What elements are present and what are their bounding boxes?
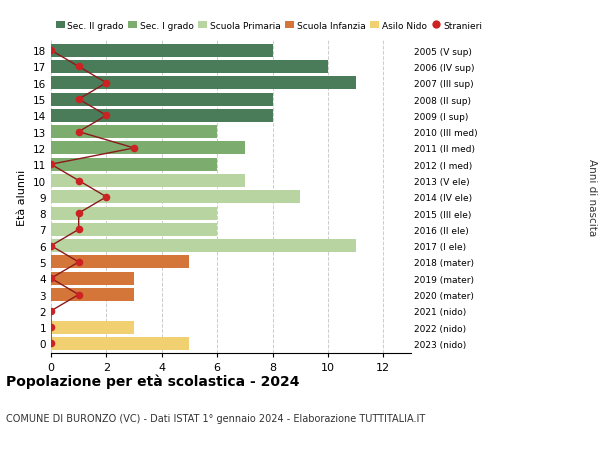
Bar xyxy=(51,272,134,285)
Legend: Sec. II grado, Sec. I grado, Scuola Primaria, Scuola Infanzia, Asilo Nido, Stran: Sec. II grado, Sec. I grado, Scuola Prim… xyxy=(56,22,482,31)
Bar xyxy=(51,158,217,171)
Bar xyxy=(51,142,245,155)
Point xyxy=(46,242,56,250)
Point xyxy=(46,47,56,55)
Point xyxy=(74,129,83,136)
Bar xyxy=(51,61,328,74)
Y-axis label: Età alunni: Età alunni xyxy=(17,169,28,225)
Point xyxy=(74,210,83,217)
Bar xyxy=(51,256,190,269)
Point xyxy=(74,96,83,103)
Bar xyxy=(51,224,217,236)
Bar xyxy=(51,45,272,57)
Bar xyxy=(51,93,272,106)
Point xyxy=(74,291,83,298)
Bar xyxy=(51,337,190,350)
Text: Popolazione per età scolastica - 2024: Popolazione per età scolastica - 2024 xyxy=(6,374,299,389)
Point xyxy=(46,275,56,282)
Bar xyxy=(51,207,217,220)
Bar xyxy=(51,321,134,334)
Bar xyxy=(51,288,134,302)
Point xyxy=(74,64,83,71)
Point xyxy=(46,161,56,168)
Text: Anni di nascita: Anni di nascita xyxy=(587,159,597,236)
Text: COMUNE DI BURONZO (VC) - Dati ISTAT 1° gennaio 2024 - Elaborazione TUTTITALIA.IT: COMUNE DI BURONZO (VC) - Dati ISTAT 1° g… xyxy=(6,413,425,423)
Point xyxy=(74,226,83,234)
Bar xyxy=(51,77,356,90)
Point xyxy=(101,80,111,87)
Bar xyxy=(51,110,272,123)
Point xyxy=(74,259,83,266)
Point xyxy=(101,112,111,120)
Bar xyxy=(51,126,217,139)
Bar xyxy=(51,191,300,204)
Bar xyxy=(51,240,356,252)
Point xyxy=(74,178,83,185)
Point xyxy=(46,308,56,315)
Point xyxy=(129,145,139,152)
Bar xyxy=(51,174,245,188)
Point xyxy=(46,340,56,347)
Point xyxy=(101,194,111,201)
Point xyxy=(46,324,56,331)
